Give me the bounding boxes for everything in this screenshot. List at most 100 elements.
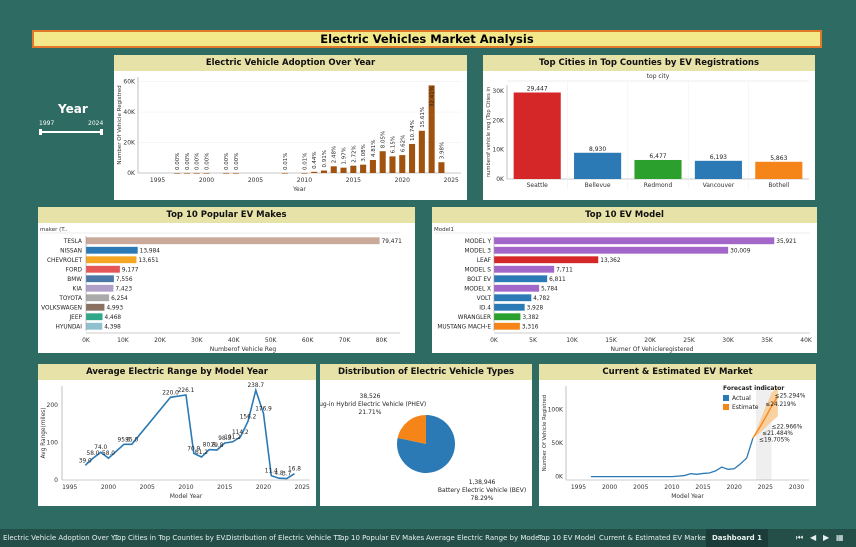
- adoption-panel-title: Electric Vehicle Adoption Over Year: [114, 55, 467, 71]
- range-xtick: 2010: [178, 484, 193, 491]
- makes-bar-label: 13,651: [138, 258, 159, 264]
- range-point-label: 114.2: [232, 430, 249, 436]
- makes-category: JEEP: [68, 315, 82, 321]
- makes-bar: [86, 322, 103, 330]
- makes-xtick: 0K: [82, 337, 91, 344]
- models-bar-label: 35,921: [776, 239, 797, 245]
- adoption-bar-label: 0.00%: [195, 153, 201, 170]
- makes-bar: [86, 246, 138, 254]
- models-xtick: 20K: [644, 337, 657, 344]
- adoption-bar: [281, 172, 288, 174]
- range-point-label: 79.8: [211, 443, 224, 449]
- makes-category: TESLA: [63, 239, 82, 245]
- makes-bar-label: 7,423: [115, 286, 132, 292]
- makes-xtick: 50K: [265, 337, 278, 344]
- range-point-label: 95.0: [118, 437, 131, 443]
- models-bar: [494, 256, 599, 264]
- models-panel: Top 10 EV Model Model1 35,921 MODEL Y 30,00…: [432, 207, 817, 353]
- forecast-ytick: 50K: [551, 440, 564, 447]
- adoption-ytick: 40K: [123, 109, 136, 116]
- makes-xtick: 10K: [117, 337, 130, 344]
- makes-category: VOLKSWAGEN: [41, 305, 82, 311]
- tab-cities[interactable]: Top Cities in Top Counties by EV...: [114, 534, 232, 542]
- adoption-bar: [174, 172, 181, 174]
- next-page-icon[interactable]: ▶: [823, 533, 830, 542]
- grid-view-icon[interactable]: ▦: [836, 533, 844, 542]
- models-bar: [494, 284, 540, 292]
- forecast-legend-label: Actual: [732, 395, 751, 402]
- adoption-ytick: 0K: [127, 170, 136, 177]
- first-page-icon[interactable]: ⏮: [796, 533, 804, 542]
- year-slider-track[interactable]: [40, 131, 102, 133]
- year-filter[interactable]: Year 1997 2024: [36, 100, 106, 140]
- makes-bar-label: 13,984: [140, 248, 161, 254]
- cities-bar: [755, 161, 803, 179]
- forecast-estimate-band: [752, 386, 778, 439]
- tab-adoption[interactable]: Electric Vehicle Adoption Over Y...: [3, 534, 121, 542]
- models-bar: [494, 303, 525, 311]
- cities-xtick: Bellevue: [585, 182, 611, 189]
- range-line: [84, 387, 295, 480]
- year-slider-handle-min[interactable]: [39, 129, 42, 135]
- makes-chart: maker (T.. 79,471 TESLA 13,984 NISSAN 13,651 C…: [40, 227, 402, 353]
- cities-header: top city: [647, 73, 670, 80]
- range-point-label: 101.2: [224, 435, 241, 441]
- models-category: LEAF: [477, 258, 491, 264]
- adoption-bar-label: 4.81%: [371, 140, 377, 157]
- adoption-bar-label: 0.00%: [205, 153, 211, 170]
- models-xtick: 30K: [722, 337, 735, 344]
- types-panel: Distribution of Electric Vehicle Types 3…: [320, 364, 532, 506]
- bev-percent-label: 78.29%: [471, 495, 494, 502]
- range-point-label: 39.0: [79, 458, 92, 464]
- makes-xtick: 30K: [191, 337, 204, 344]
- makes-bar-label: 6,254: [111, 296, 128, 302]
- cities-bar-label: 6,477: [649, 153, 666, 160]
- range-point-label: 176.9: [255, 406, 272, 412]
- tab-dashboard[interactable]: Dashboard 1: [706, 529, 768, 547]
- range-point-label: 11.4: [265, 469, 278, 475]
- range-xtick: 1995: [62, 484, 77, 491]
- adoption-bar-label: 0.91%: [322, 150, 328, 167]
- forecast-legend-label: Estimate: [732, 404, 759, 411]
- adoption-bar: [203, 172, 210, 174]
- tab-distribution[interactable]: Distribution of Electric Vehicle T...: [226, 534, 344, 542]
- cities-ytick: 10K: [492, 147, 505, 154]
- forecast-panel-title: Current & Estimated EV Market: [539, 364, 816, 380]
- forecast-x-label: Model Year: [671, 493, 704, 500]
- tab-forecast[interactable]: Current & Estimated EV Market: [599, 534, 709, 542]
- adoption-bar: [320, 170, 328, 173]
- models-xtick: 15K: [605, 337, 618, 344]
- range-point-label: 226.1: [178, 388, 195, 394]
- cities-bar: [574, 152, 622, 179]
- models-bar: [494, 275, 548, 283]
- adoption-bar: [379, 151, 386, 173]
- forecast-annotation: ≤24.219%: [765, 402, 796, 408]
- tab-range[interactable]: Average Electric Range by Mode...: [426, 534, 547, 542]
- adoption-bar-label: 0.01%: [302, 152, 308, 169]
- adoption-ytick: 20K: [123, 140, 136, 147]
- models-xtick: 5K: [529, 337, 538, 344]
- adoption-bar: [183, 172, 190, 174]
- range-point-label: 58.0: [102, 451, 115, 457]
- previous-page-icon[interactable]: ◀: [810, 533, 817, 542]
- adoption-bar-label: 32.41%: [430, 86, 436, 107]
- range-point-label: 95.0: [125, 437, 138, 443]
- cities-bar: [513, 92, 561, 179]
- range-point-label: 98.3: [218, 436, 231, 442]
- year-slider-handle-max[interactable]: [100, 129, 103, 135]
- tab-models[interactable]: Top 10 EV Model: [538, 534, 596, 542]
- forecast-xtick: 2015: [695, 484, 710, 491]
- forecast-panel: Current & Estimated EV Market 0K 50K 100K 1…: [539, 364, 816, 506]
- bev-name-label: Battery Electric Vehicle (BEV): [438, 487, 526, 494]
- tab-makes[interactable]: Top 10 Popular EV Makes: [337, 534, 425, 542]
- makes-bar-label: 9,177: [122, 267, 139, 273]
- models-bar: [494, 294, 532, 302]
- models-bar-label: 6,811: [549, 277, 566, 283]
- adoption-xtick: 2010: [297, 177, 312, 184]
- models-xtick: 0K: [490, 337, 499, 344]
- forecast-xtick: 2025: [758, 484, 773, 491]
- adoption-bar: [399, 155, 406, 173]
- range-xtick: 2025: [295, 484, 310, 491]
- cities-bar-label: 29,447: [527, 85, 548, 92]
- adoption-bar-label: 2.72%: [351, 145, 357, 162]
